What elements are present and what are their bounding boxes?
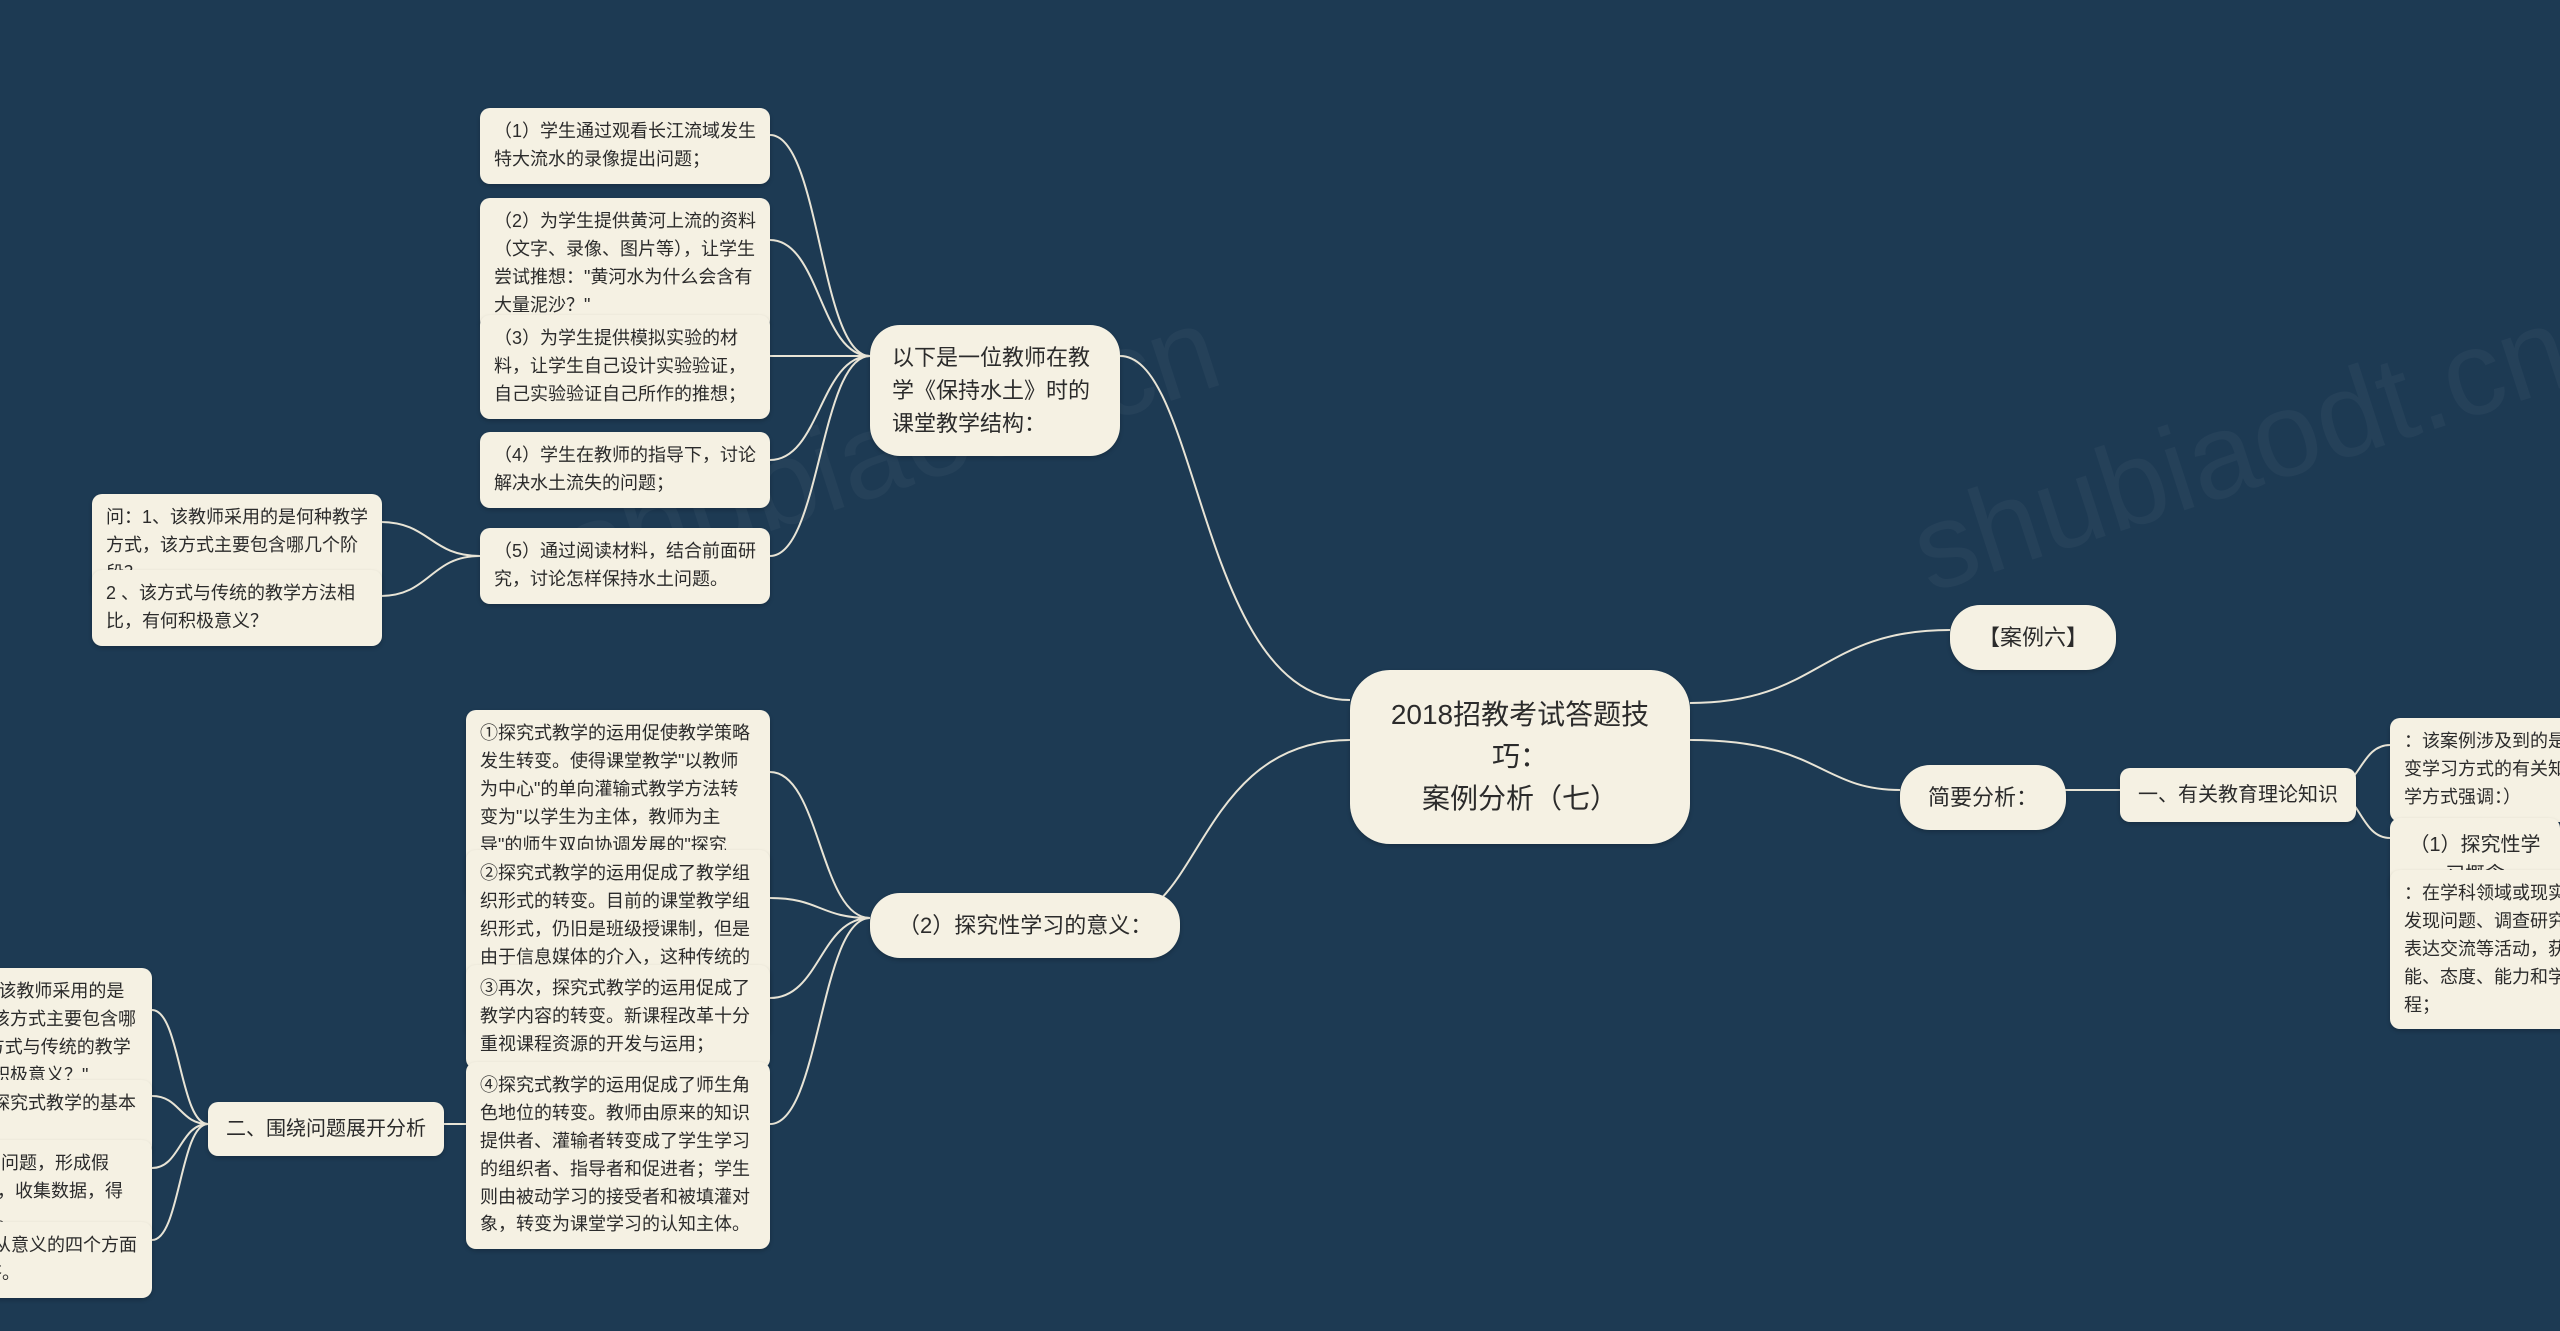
root-line1: 2018招教考试答题技巧： [1390,694,1650,778]
step4-node[interactable]: （4）学生在教师的指导下，讨论解决水土流失的问题； [480,432,770,508]
step2-node[interactable]: （2）为学生提供黄河上流的资料（文字、录像、图片等），让学生尝试推想："黄河水为… [480,198,770,330]
step1-node[interactable]: （1）学生通过观看长江流域发生特大流水的录像提出问题； [480,108,770,184]
root-node[interactable]: 2018招教考试答题技巧： 案例分析（七） [1350,670,1690,844]
a3-node[interactable]: (3) 从意义的四个方面去答。 [0,1222,152,1298]
intro-node[interactable]: 以下是一位教师在教学《保持水土》时的课堂教学结构： [870,325,1120,456]
theory-node[interactable]: 一、有关教育理论知识 [2120,768,2356,822]
step3-node[interactable]: （3）为学生提供模拟实验的材料，让学生自己设计实验验证，自己实验验证自己所作的推… [480,315,770,419]
step5-node[interactable]: （5）通过阅读材料，结合前面研究，讨论怎样保持水土问题。 [480,528,770,604]
m3-node[interactable]: ③再次，探究式教学的运用促成了教学内容的转变。新课程改革十分重视课程资源的开发与… [466,965,770,1069]
q2-node[interactable]: 2 、该方式与传统的教学方法相比，有何积极意义？ [92,570,382,646]
theory-note-node[interactable]: ：该案例涉及到的是新课程中的改变学习方式的有关知识：（新的教学方式强调：） [2390,718,2560,822]
root-line2: 案例分析（七） [1390,778,1650,820]
watermark-2: shubiaodt.cn [1895,278,2560,620]
brief-node[interactable]: 简要分析： [1900,765,2066,830]
meaning-node[interactable]: （2）探究性学习的意义： [870,893,1180,958]
around-node[interactable]: 二、围绕问题展开分析 [208,1102,444,1156]
m4-node[interactable]: ④探究式教学的运用促成了师生角色地位的转变。教师由原来的知识提供者、灌输者转变成… [466,1062,770,1249]
concept-note-node[interactable]: ：在学科领域或现实情境中，通过发现问题、调查研究、动手操作、表达交流等活动，获得… [2390,870,2560,1029]
case6-node[interactable]: 【案例六】 [1950,605,2116,670]
